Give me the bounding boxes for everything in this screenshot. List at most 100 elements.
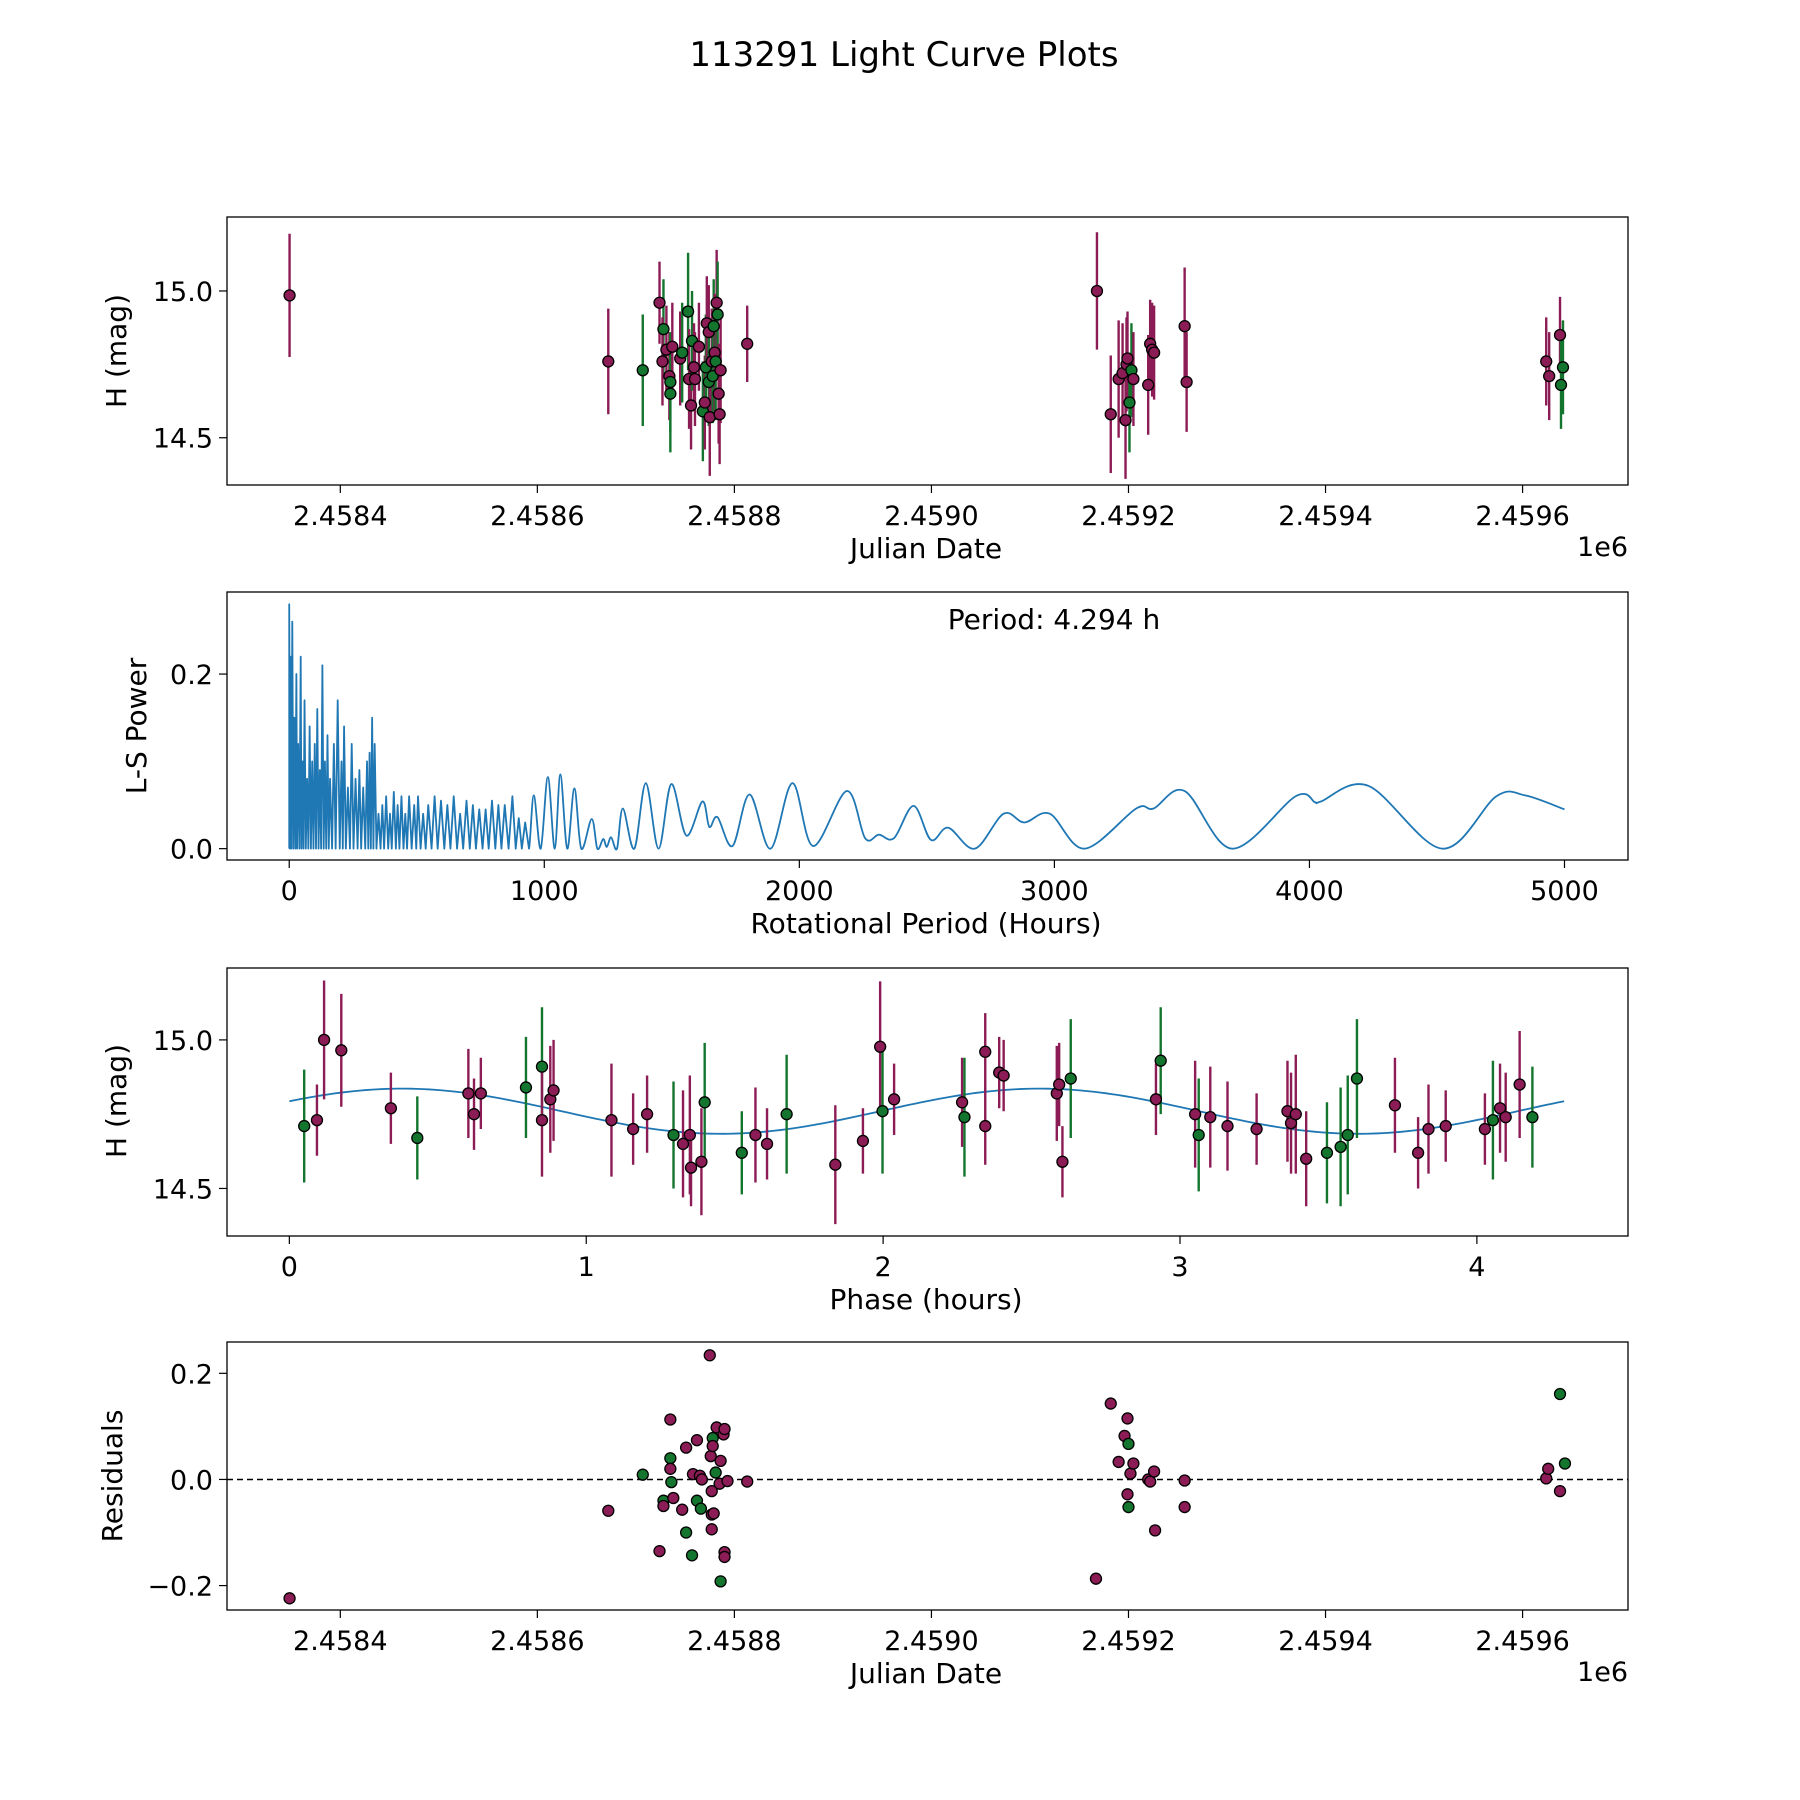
data-point (283, 289, 296, 302)
data-point (1486, 1113, 1500, 1127)
data-point (1112, 1455, 1125, 1469)
x-axis-label: Rotational Period (Hours) (750, 907, 1101, 940)
data-point (1090, 284, 1104, 298)
plot-area (227, 1349, 1628, 1605)
x-tick-label: 3 (1171, 1252, 1188, 1283)
data-point (666, 340, 679, 353)
light-curve-panel: Julian Date H (mag) 1e6 2.4584 2.4586 2.45… (100, 216, 1629, 565)
data-point (1526, 1111, 1539, 1124)
data-point (1148, 1524, 1162, 1537)
data-point (681, 305, 695, 318)
data-point (690, 1434, 704, 1447)
y-tick-label: 15.0 (153, 277, 213, 308)
data-point (605, 1113, 618, 1127)
data-point (1154, 1054, 1167, 1067)
data-point (1192, 1128, 1205, 1142)
data-point (535, 1113, 549, 1127)
data-point (749, 1128, 762, 1142)
data-point (1127, 1457, 1140, 1470)
data-point (1104, 1397, 1117, 1410)
data-point (1250, 1122, 1263, 1136)
plot-area (288, 603, 1565, 851)
x-tick-label: 2.4584 (293, 501, 387, 532)
data-point (1056, 1155, 1069, 1168)
data-point (317, 1033, 331, 1047)
data-point (997, 1069, 1010, 1082)
x-axis-label: Julian Date (848, 532, 1002, 565)
data-point (664, 1452, 677, 1465)
data-point (687, 361, 701, 374)
data-point (664, 375, 677, 389)
figure-title: 113291 Light Curve Plots (689, 35, 1118, 75)
data-point (665, 1475, 678, 1489)
data-point (467, 1108, 481, 1121)
x-tick-label: 3000 (1020, 876, 1089, 907)
data-point (411, 1131, 424, 1145)
data-point (707, 1507, 720, 1520)
data-point (640, 1108, 654, 1121)
y-axis-label: Residuals (96, 1410, 129, 1543)
data-point (664, 1462, 677, 1475)
periodogram-line (288, 603, 1565, 851)
data-point (1341, 1128, 1354, 1142)
data-point (712, 387, 725, 400)
data-point (1542, 1462, 1555, 1475)
data-point (664, 1413, 677, 1426)
x-tick-label: 2.4588 (687, 1626, 781, 1657)
x-tick-label: 2.4594 (1278, 1626, 1372, 1657)
x-tick-label: 2.4596 (1475, 501, 1569, 532)
x-offset-text: 1e6 (1577, 532, 1628, 563)
data-point (958, 1111, 971, 1124)
data-point (679, 1526, 693, 1539)
data-point (676, 346, 689, 359)
data-point (714, 1454, 727, 1468)
data-point (707, 320, 720, 333)
data-point (1221, 1119, 1234, 1133)
data-point (679, 1441, 693, 1454)
data-point (684, 1161, 698, 1174)
data-point (1121, 1412, 1134, 1425)
x-tick-label: 2.4592 (1081, 1626, 1175, 1657)
x-tick-label: 2.4592 (1081, 501, 1175, 532)
y-tick-label: 14.5 (153, 1174, 213, 1205)
data-point (1300, 1152, 1313, 1165)
data-point (1554, 378, 1568, 392)
data-point (741, 1475, 754, 1488)
data-point (602, 355, 615, 368)
x-tick-label: 2.4588 (687, 501, 781, 532)
data-point (1180, 375, 1193, 389)
data-point (709, 1466, 722, 1479)
data-point (657, 1499, 670, 1513)
data-point (474, 1087, 487, 1100)
x-tick-label: 0 (281, 876, 298, 907)
data-point (979, 1045, 992, 1058)
data-point (1122, 1437, 1135, 1451)
data-point (694, 1502, 708, 1515)
data-point (1540, 355, 1553, 368)
data-point (685, 1549, 699, 1562)
data-point (667, 1128, 680, 1142)
x-tick-label: 2.4590 (884, 1626, 978, 1657)
data-point (695, 1155, 708, 1168)
data-point (698, 396, 711, 409)
data-point (1142, 378, 1155, 392)
x-tick-label: 2.4590 (884, 501, 978, 532)
data-point (692, 340, 706, 353)
data-point (535, 1060, 549, 1073)
axes-frame (226, 591, 1629, 861)
x-tick-label: 2 (875, 1252, 892, 1283)
plot-area (289, 980, 1565, 1225)
data-point (829, 1158, 842, 1171)
data-point (711, 308, 724, 321)
data-point (683, 1128, 696, 1142)
axes-frame (226, 1341, 1629, 1611)
data-point (876, 1105, 889, 1118)
data-point (1178, 1474, 1191, 1487)
data-point (1388, 1099, 1402, 1112)
data-point (1147, 346, 1161, 359)
y-tick-label: 14.5 (153, 424, 213, 455)
data-point (1553, 1387, 1567, 1401)
data-point (741, 337, 754, 350)
